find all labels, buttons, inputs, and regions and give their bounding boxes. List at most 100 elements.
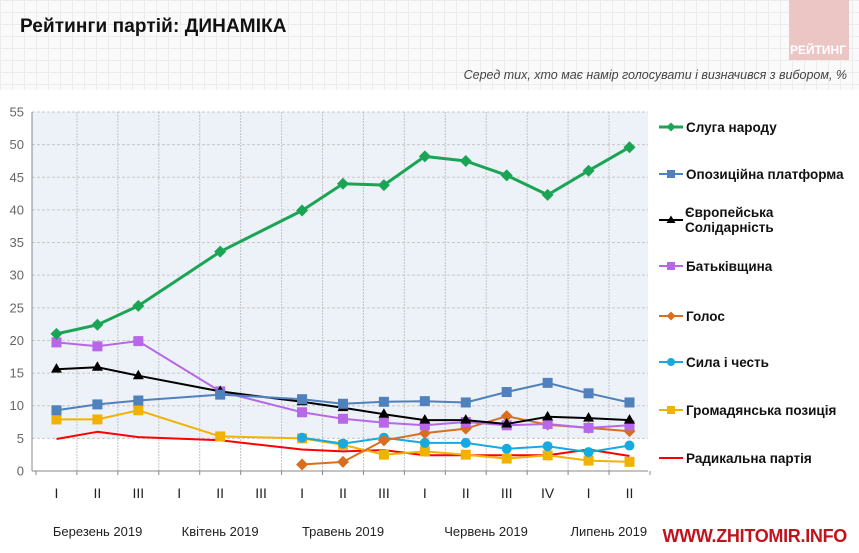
chart-header: Рейтинги партій: ДИНАМІКА РЕЙТИНГ Серед … <box>0 0 859 90</box>
legend-marker <box>666 122 676 132</box>
legend-label: Громадянська позиція <box>686 402 837 418</box>
data-point <box>297 432 308 443</box>
data-point <box>623 141 636 154</box>
data-point <box>624 397 635 408</box>
x-tick-label: II <box>462 485 470 501</box>
y-tick-label: 5 <box>17 431 24 446</box>
data-point <box>378 449 389 460</box>
x-tick-label: II <box>626 485 634 501</box>
data-point <box>624 440 635 451</box>
data-point <box>336 455 349 468</box>
rating-logo: РЕЙТИНГ <box>789 0 849 60</box>
x-tick-label: III <box>378 485 390 501</box>
data-point <box>460 414 472 424</box>
data-point <box>337 438 348 449</box>
legend-marker <box>667 262 675 270</box>
data-point <box>378 408 390 418</box>
y-tick-label: 15 <box>10 366 24 381</box>
y-tick-label: 55 <box>10 105 24 120</box>
data-point <box>541 188 554 201</box>
x-tick-label: II <box>339 485 347 501</box>
data-point <box>377 179 390 192</box>
data-point <box>542 377 553 388</box>
x-tick-label: I <box>177 485 181 501</box>
data-point <box>378 417 389 428</box>
legend-item: Громадянська позиція <box>658 400 836 420</box>
data-point <box>583 422 594 433</box>
y-tick-label: 50 <box>10 137 24 152</box>
y-tick-label: 25 <box>10 300 24 315</box>
chart-subtitle: Серед тих, хто має намір голосувати і ви… <box>463 68 847 82</box>
data-point <box>501 453 512 464</box>
data-point <box>583 388 594 399</box>
legend-item: Радикальна партія <box>658 448 812 468</box>
data-point <box>582 164 595 177</box>
data-point <box>50 327 63 340</box>
data-point <box>91 361 103 371</box>
legend-label: Європейська Солідарність <box>685 205 774 235</box>
data-point <box>297 394 308 405</box>
legend-label: Радикальна партія <box>686 450 812 466</box>
month-label: Квітень 2019 <box>181 524 259 539</box>
data-point <box>583 447 594 458</box>
x-tick-label: III <box>501 485 513 501</box>
y-tick-label: 10 <box>10 398 24 413</box>
data-point <box>583 412 595 422</box>
data-point <box>214 245 227 258</box>
legend-marker <box>667 358 675 366</box>
y-tick-label: 30 <box>10 268 24 283</box>
rating-logo-text: РЕЙТИНГ <box>789 43 846 57</box>
chart-title: Рейтинги партій: ДИНАМІКА <box>20 16 287 37</box>
month-label: Липень 2019 <box>570 524 648 539</box>
data-point <box>215 431 226 442</box>
data-point <box>624 456 635 467</box>
data-point <box>296 458 309 471</box>
data-point <box>215 389 226 400</box>
site-watermark: WWW.ZHITOMIR.INFO <box>662 526 847 546</box>
data-point <box>92 341 103 352</box>
x-tick-label: IV <box>541 485 555 501</box>
data-point <box>418 150 431 163</box>
data-point <box>623 414 635 424</box>
data-point <box>92 414 103 425</box>
legend-swatch-icon <box>659 122 683 132</box>
data-point <box>51 405 62 416</box>
legend-item: Батьківщина <box>658 256 772 276</box>
legend-marker <box>666 215 676 223</box>
legend-swatch-icon <box>659 406 683 414</box>
data-point <box>91 318 104 331</box>
x-tick-label: II <box>216 485 224 501</box>
legend-label: Голос <box>686 308 725 324</box>
legend-label: Батьківщина <box>686 258 773 274</box>
data-point <box>542 450 553 461</box>
legend-swatch-icon <box>659 311 683 321</box>
data-point <box>419 446 430 457</box>
data-point <box>501 443 512 454</box>
data-point <box>459 154 472 167</box>
data-point <box>133 405 144 416</box>
data-point <box>133 395 144 406</box>
legend-swatch-icon <box>659 457 683 459</box>
data-point <box>583 455 594 466</box>
legend-swatch-icon <box>659 170 683 178</box>
legend-label: Сила і честь <box>686 354 769 370</box>
x-tick-label: I <box>587 485 591 501</box>
data-point <box>419 420 430 431</box>
data-point <box>133 336 144 347</box>
legend-item: Опозиційна платформа <box>658 164 844 184</box>
data-point <box>419 396 430 407</box>
month-label: Червень 2019 <box>444 524 528 539</box>
y-tick-label: 0 <box>17 464 24 479</box>
legend-item: Голос <box>658 306 725 326</box>
data-point <box>50 363 62 373</box>
data-point <box>501 418 513 428</box>
data-point <box>337 398 348 409</box>
legend-swatch-icon <box>659 358 683 366</box>
data-point <box>460 437 471 448</box>
data-point <box>542 441 553 452</box>
data-point <box>51 337 62 348</box>
x-tick-label: I <box>55 485 59 501</box>
y-tick-label: 35 <box>10 235 24 250</box>
data-point <box>337 413 348 424</box>
